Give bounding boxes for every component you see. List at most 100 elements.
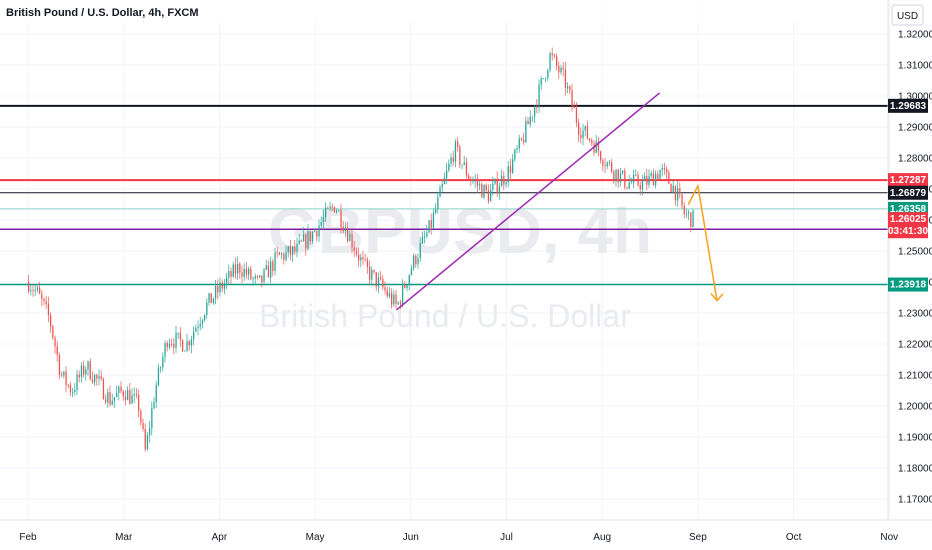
candle (107, 392, 109, 403)
currency-button[interactable]: USD (891, 4, 924, 26)
bar-countdown: 03:41:30 (888, 226, 928, 237)
candle (549, 53, 551, 71)
candle (281, 253, 283, 255)
candle (155, 385, 157, 403)
candle (551, 53, 553, 56)
candle (111, 400, 113, 405)
time-tick-label: May (306, 532, 325, 543)
candle (146, 435, 149, 450)
candle (100, 376, 102, 380)
candle (397, 302, 399, 304)
candle (586, 126, 589, 139)
candle (358, 254, 360, 261)
candle (195, 327, 197, 332)
candle (309, 231, 311, 242)
candle (94, 374, 96, 383)
candle (415, 255, 417, 265)
candle (463, 162, 465, 165)
price-tag-label: 1.29683 (890, 101, 927, 112)
price-tick-label: 1.19000 (898, 433, 932, 444)
candle (140, 410, 142, 423)
candle (83, 365, 85, 375)
candle (206, 302, 208, 315)
candle (670, 183, 672, 193)
candle (237, 263, 239, 274)
candle (349, 234, 351, 242)
candle (514, 149, 516, 160)
candle (105, 399, 107, 403)
candle (190, 339, 193, 346)
candle (465, 162, 468, 176)
candle (560, 67, 562, 73)
candle (492, 183, 494, 190)
candle (109, 392, 111, 405)
candle (210, 293, 212, 304)
candle (688, 212, 690, 214)
candle (624, 170, 626, 188)
candle (485, 185, 487, 191)
candle (523, 139, 525, 143)
candle (248, 268, 250, 275)
candle (329, 206, 331, 208)
candle (243, 268, 245, 277)
candle (265, 265, 267, 270)
candle (657, 174, 659, 179)
candle (531, 116, 534, 118)
candle (454, 141, 457, 162)
candle (67, 385, 69, 386)
time-tick-label: Jul (500, 532, 513, 543)
candle (72, 391, 74, 393)
candle (74, 390, 76, 392)
candle (171, 343, 173, 345)
candle (91, 379, 94, 383)
candle (613, 171, 615, 180)
candle (650, 173, 652, 176)
price-tag (888, 185, 928, 200)
candle (432, 212, 435, 228)
projection-arrow[interactable] (687, 183, 718, 301)
time-tick-label: Feb (19, 532, 37, 543)
candle (435, 209, 437, 213)
candle (439, 187, 441, 197)
candle (501, 175, 503, 187)
time-tick-label: Oct (786, 532, 802, 543)
candle (443, 177, 446, 185)
candle (261, 275, 263, 282)
candle (564, 69, 567, 89)
candle (393, 294, 395, 305)
candle (296, 243, 298, 252)
candle (307, 231, 309, 249)
candle (569, 86, 571, 91)
candle (391, 293, 393, 305)
price-tags: 1.296831.272871.268791.263581.257011.239… (888, 98, 928, 292)
candle (80, 365, 83, 378)
price-tick-label: 1.17000 (898, 495, 932, 506)
watermark-name: British Pound / U.S. Dollar (259, 298, 631, 334)
candle (263, 269, 265, 282)
candle (413, 255, 415, 269)
time-axis[interactable]: Feb Mar Apr May Jun Jul Aug Sep Oct Nov (19, 532, 898, 543)
candle (386, 290, 388, 297)
candle (32, 290, 34, 292)
candle (314, 230, 316, 232)
trend-line[interactable] (395, 92, 661, 311)
candle (571, 90, 573, 106)
candle (47, 303, 50, 316)
candle (63, 371, 65, 376)
chart-grid (0, 0, 890, 520)
candle (547, 70, 549, 79)
candle (487, 190, 490, 202)
candle (30, 290, 32, 292)
candle (591, 140, 593, 144)
candle (241, 272, 243, 277)
candle (182, 340, 184, 352)
candle (186, 341, 188, 351)
candle (646, 176, 648, 185)
candle (305, 234, 307, 249)
candle (228, 271, 230, 278)
candle (626, 187, 628, 189)
candle (116, 392, 118, 398)
candle (131, 395, 133, 404)
candle (468, 175, 470, 180)
